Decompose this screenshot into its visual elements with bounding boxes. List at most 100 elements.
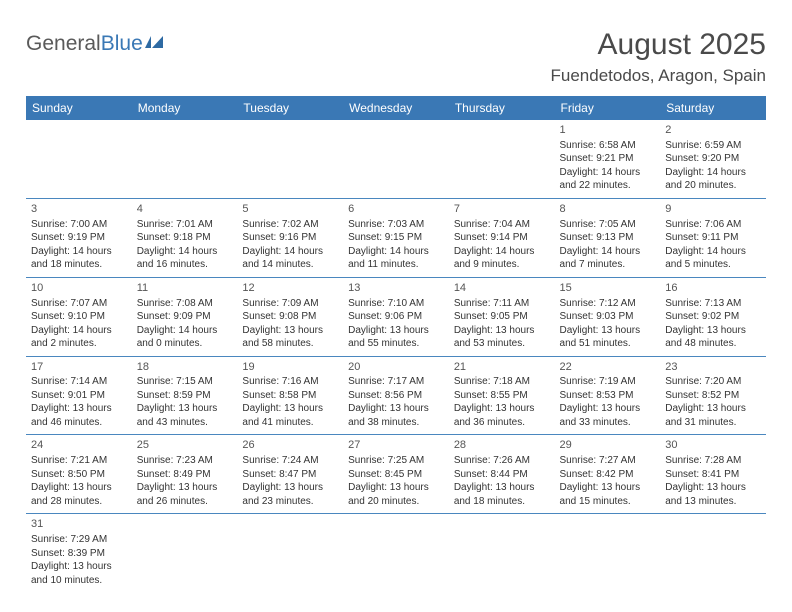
flag-icon: [145, 34, 167, 55]
page: GeneralBlue August 2025 Fuendetodos, Ara…: [0, 0, 792, 592]
day-number: 1: [560, 123, 656, 138]
sunset-text: Sunset: 8:53 PM: [560, 389, 656, 403]
calendar-cell: 5Sunrise: 7:02 AMSunset: 9:16 PMDaylight…: [237, 198, 343, 277]
sunrise-text: Sunrise: 7:25 AM: [348, 454, 444, 468]
calendar-cell: [343, 514, 449, 592]
sunrise-text: Sunrise: 7:09 AM: [242, 297, 338, 311]
sunrise-text: Sunrise: 7:13 AM: [665, 297, 761, 311]
calendar-cell: 15Sunrise: 7:12 AMSunset: 9:03 PMDayligh…: [555, 277, 661, 356]
day-number: 3: [31, 202, 127, 217]
sunset-text: Sunset: 8:49 PM: [137, 468, 233, 482]
calendar-cell: 2Sunrise: 6:59 AMSunset: 9:20 PMDaylight…: [660, 120, 766, 198]
day-number: 25: [137, 438, 233, 453]
calendar-head: SundayMondayTuesdayWednesdayThursdayFrid…: [26, 96, 766, 120]
calendar-cell: 18Sunrise: 7:15 AMSunset: 8:59 PMDayligh…: [132, 356, 238, 435]
calendar-cell: 30Sunrise: 7:28 AMSunset: 8:41 PMDayligh…: [660, 435, 766, 514]
calendar-row: 10Sunrise: 7:07 AMSunset: 9:10 PMDayligh…: [26, 277, 766, 356]
calendar-cell: [343, 120, 449, 198]
calendar-row: 17Sunrise: 7:14 AMSunset: 9:01 PMDayligh…: [26, 356, 766, 435]
sunrise-text: Sunrise: 7:12 AM: [560, 297, 656, 311]
daylight-text: Daylight: 14 hours and 2 minutes.: [31, 324, 127, 351]
calendar-row: 24Sunrise: 7:21 AMSunset: 8:50 PM Dayligh…: [26, 435, 766, 514]
calendar-row: 1Sunrise: 6:58 AMSunset: 9:21 PMDaylight…: [26, 120, 766, 198]
calendar-cell: [237, 514, 343, 592]
day-number: 17: [31, 360, 127, 375]
calendar-cell: 6Sunrise: 7:03 AMSunset: 9:15 PMDaylight…: [343, 198, 449, 277]
day-number: 15: [560, 281, 656, 296]
calendar-row: 31Sunrise: 7:29 AMSunset: 8:39 PMDayligh…: [26, 514, 766, 592]
sunset-text: Sunset: 8:52 PM: [665, 389, 761, 403]
location: Fuendetodos, Aragon, Spain: [551, 66, 767, 86]
sunrise-text: Sunrise: 7:21 AM: [31, 454, 127, 468]
sunset-text: Sunset: 8:50 PM: [31, 468, 127, 482]
day-header: Friday: [555, 96, 661, 120]
sunset-text: Sunset: 8:56 PM: [348, 389, 444, 403]
daylight-text: Daylight: 13 hours and 13 minutes.: [665, 481, 761, 508]
calendar-cell: 10Sunrise: 7:07 AMSunset: 9:10 PMDayligh…: [26, 277, 132, 356]
sunset-text: Sunset: 9:11 PM: [665, 231, 761, 245]
daylight-text: Daylight: 13 hours and 33 minutes.: [560, 402, 656, 429]
calendar-cell: 4Sunrise: 7:01 AMSunset: 9:18 PMDaylight…: [132, 198, 238, 277]
calendar-cell: 11Sunrise: 7:08 AMSunset: 9:09 PMDayligh…: [132, 277, 238, 356]
day-number: 14: [454, 281, 550, 296]
sunset-text: Sunset: 9:19 PM: [31, 231, 127, 245]
daylight-text: Daylight: 13 hours and 41 minutes.: [242, 402, 338, 429]
day-number: 7: [454, 202, 550, 217]
sunrise-text: Sunrise: 7:29 AM: [31, 533, 127, 547]
day-header: Sunday: [26, 96, 132, 120]
calendar-cell: 1Sunrise: 6:58 AMSunset: 9:21 PMDaylight…: [555, 120, 661, 198]
day-number: 12: [242, 281, 338, 296]
daylight-text: Daylight: 13 hours and 55 minutes.: [348, 324, 444, 351]
sunset-text: Sunset: 8:47 PM: [242, 468, 338, 482]
brand-part2: Blue: [101, 32, 143, 55]
calendar-cell: [132, 514, 238, 592]
calendar-cell: [132, 120, 238, 198]
calendar-cell: 25Sunrise: 7:23 AMSunset: 8:49 PMDayligh…: [132, 435, 238, 514]
day-header: Wednesday: [343, 96, 449, 120]
sunrise-text: Sunrise: 7:23 AM: [137, 454, 233, 468]
calendar-cell: 31Sunrise: 7:29 AMSunset: 8:39 PMDayligh…: [26, 514, 132, 592]
day-number: 26: [242, 438, 338, 453]
day-number: 20: [348, 360, 444, 375]
sunset-text: Sunset: 9:05 PM: [454, 310, 550, 324]
month-title: August 2025: [551, 28, 767, 62]
daylight-text: Daylight: 13 hours and 15 minutes.: [560, 481, 656, 508]
daylight-text: Daylight: 13 hours and 38 minutes.: [348, 402, 444, 429]
daylight-text: Daylight: 13 hours and 51 minutes.: [560, 324, 656, 351]
day-number: 30: [665, 438, 761, 453]
sunset-text: Sunset: 8:58 PM: [242, 389, 338, 403]
sunrise-text: Sunrise: 7:00 AM: [31, 218, 127, 232]
sunrise-text: Sunrise: 7:14 AM: [31, 375, 127, 389]
calendar-cell: 21Sunrise: 7:18 AMSunset: 8:55 PMDayligh…: [449, 356, 555, 435]
sunrise-text: Sunrise: 7:06 AM: [665, 218, 761, 232]
sunrise-text: Sunrise: 7:01 AM: [137, 218, 233, 232]
day-number: 22: [560, 360, 656, 375]
daylight-text: Daylight: 14 hours and 5 minutes.: [665, 245, 761, 272]
daylight-text: Daylight: 13 hours and 31 minutes.: [665, 402, 761, 429]
sunrise-text: Sunrise: 7:02 AM: [242, 218, 338, 232]
daylight-text: Daylight: 14 hours and 0 minutes.: [137, 324, 233, 351]
sunrise-text: Sunrise: 7:10 AM: [348, 297, 444, 311]
day-header: Thursday: [449, 96, 555, 120]
day-header: Saturday: [660, 96, 766, 120]
sunset-text: Sunset: 9:21 PM: [560, 152, 656, 166]
day-header: Tuesday: [237, 96, 343, 120]
calendar-cell: 24Sunrise: 7:21 AMSunset: 8:50 PMDayligh…: [26, 435, 132, 514]
day-number: 13: [348, 281, 444, 296]
day-number: 10: [31, 281, 127, 296]
sunrise-text: Sunrise: 7:19 AM: [560, 375, 656, 389]
sunrise-text: Sunrise: 7:26 AM: [454, 454, 550, 468]
calendar-cell: 7Sunrise: 7:04 AMSunset: 9:14 PMDaylight…: [449, 198, 555, 277]
sunset-text: Sunset: 9:10 PM: [31, 310, 127, 324]
day-number: 11: [137, 281, 233, 296]
daylight-text: Daylight: 13 hours and 46 minutes.: [31, 402, 127, 429]
calendar-cell: [449, 120, 555, 198]
daylight-text: Daylight: 13 hours and 10 minutes.: [31, 560, 127, 587]
day-number: 4: [137, 202, 233, 217]
sunset-text: Sunset: 9:18 PM: [137, 231, 233, 245]
calendar-cell: 16Sunrise: 7:13 AMSunset: 9:02 PMDayligh…: [660, 277, 766, 356]
day-number: 24: [31, 438, 127, 453]
sunset-text: Sunset: 9:16 PM: [242, 231, 338, 245]
calendar-cell: 13Sunrise: 7:10 AMSunset: 9:06 PMDayligh…: [343, 277, 449, 356]
sunrise-text: Sunrise: 7:24 AM: [242, 454, 338, 468]
